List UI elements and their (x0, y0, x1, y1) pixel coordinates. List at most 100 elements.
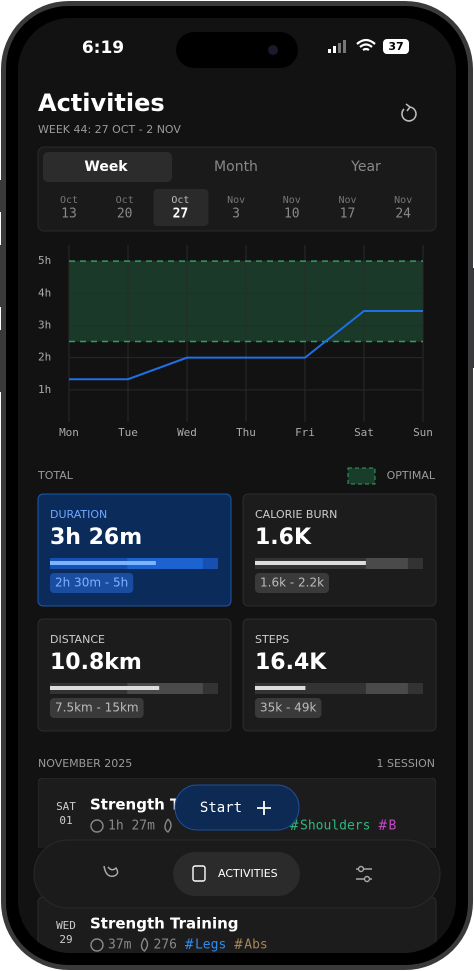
stat-range: 35k - 49k (260, 701, 316, 715)
tab[interactable]: Month (214, 159, 258, 175)
week-day[interactable]: 10 (284, 207, 300, 222)
button (0, 245, 4, 307)
week-day[interactable]: 13 (61, 207, 77, 222)
week-day[interactable]: 20 (117, 207, 133, 222)
section-count: 1 SESSION (376, 757, 435, 770)
x-tick-label: Sat (354, 426, 374, 439)
x-tick-label: Wed (177, 426, 197, 439)
nav-settings-knob (363, 875, 371, 883)
range-chip (255, 698, 322, 718)
legend-swatch (347, 467, 376, 485)
signal (328, 40, 346, 53)
week-month[interactable]: Nov (394, 195, 412, 206)
session-duration: 1h 27m (108, 819, 155, 834)
week-active-bg (153, 189, 209, 226)
week-month[interactable]: Nov (227, 195, 245, 206)
session-title: Strength Training (90, 915, 239, 933)
nav-activity-icon[interactable] (103, 865, 119, 878)
tag-hash: # (290, 818, 299, 834)
status-time: 6:19 (82, 38, 124, 58)
session-day: 29 (59, 933, 72, 946)
clock-icon (90, 938, 104, 952)
section-title: NOVEMBER 2025 (38, 757, 132, 770)
x-tick-label: Thu (236, 426, 256, 439)
session-day: 01 (59, 814, 72, 827)
stat-value: 10.8km (50, 650, 142, 675)
tag[interactable]: Abs (244, 938, 267, 953)
tab[interactable]: Week (84, 159, 128, 175)
stat-label: CALORIE BURN (255, 508, 337, 521)
wifi (356, 38, 376, 51)
tag[interactable]: Shoulders (300, 819, 370, 834)
week-day[interactable]: 17 (340, 207, 356, 222)
y-tick-label: 1h (38, 383, 51, 396)
tab[interactable]: Year (350, 159, 381, 175)
camera (268, 45, 278, 55)
progress-fill (50, 561, 156, 565)
session-duration: 37m (108, 938, 132, 953)
legend-label: OPTIMAL (387, 469, 436, 482)
tag[interactable]: B (388, 819, 396, 834)
dynamic-island (176, 32, 298, 68)
nav-active-pill[interactable] (173, 852, 300, 896)
nav-clipboard-icon (192, 865, 206, 882)
plus-icon[interactable] (257, 801, 271, 815)
week-day[interactable]: 3 (232, 207, 240, 222)
stat-range: 7.5km - 15km (55, 701, 139, 715)
tag[interactable]: Legs (195, 938, 226, 953)
start-button[interactable] (174, 784, 300, 831)
refresh-button[interactable] (401, 103, 417, 122)
stat-range: 1.6k - 2.2k (260, 576, 324, 590)
session-weekday: SAT (56, 800, 76, 813)
tag-hash: # (378, 818, 387, 834)
range-chip (50, 698, 144, 718)
line-series (69, 309, 423, 381)
clock-icon (90, 819, 104, 833)
stat-label: DISTANCE (50, 633, 105, 646)
y-tick-label: 4h (38, 286, 51, 299)
progress-fill (255, 686, 306, 690)
tag-hash: # (185, 937, 194, 953)
start-label[interactable]: Start (200, 800, 242, 816)
progress-fill (50, 686, 160, 690)
y-tick-label: 3h (38, 318, 51, 331)
range-chip (50, 573, 134, 593)
battery (383, 39, 409, 54)
session-weekday: WED (56, 919, 76, 932)
nav-active-label[interactable]: ACTIVITIES (218, 867, 278, 880)
week-month[interactable]: Oct (60, 195, 78, 206)
x-tick-label: Tue (118, 426, 138, 439)
flame-icon (140, 937, 149, 952)
flame-icon (164, 818, 172, 833)
week-month[interactable]: Nov (338, 195, 356, 206)
stat-value: 1.6K (255, 525, 312, 550)
stat-range: 2h 30m - 5h (55, 576, 128, 590)
week-month[interactable]: Nov (283, 195, 301, 206)
progress-range (365, 683, 408, 694)
week-day[interactable]: 24 (395, 207, 411, 222)
y-tick-label: 5h (38, 254, 51, 267)
stat-label: DURATION (50, 508, 107, 521)
week-day[interactable]: 27 (173, 207, 189, 222)
session-calories: 276 (153, 938, 176, 953)
screen: 6:19 37 Activities WEEK 44: 27 OCT - 2 N… (18, 18, 456, 971)
tag-hash: # (234, 937, 243, 953)
x-tick-label: Fri (295, 426, 315, 439)
range-chip (255, 573, 330, 593)
y-tick-label: 2h (38, 351, 51, 364)
stat-value: 16.4K (255, 650, 327, 675)
stat-label: STEPS (255, 633, 289, 646)
week-month[interactable]: Oct (116, 195, 134, 206)
progress-range (365, 558, 408, 569)
battery-level: 37 (388, 40, 403, 53)
progress-track (255, 683, 423, 694)
page-title: Activities (38, 89, 165, 117)
week-month[interactable]: Oct (171, 195, 189, 206)
progress-range (127, 683, 203, 694)
button (0, 180, 4, 212)
totals-label: TOTAL (37, 469, 74, 482)
x-tick-label: Sun (413, 426, 433, 439)
x-tick-label: Mon (59, 426, 79, 439)
